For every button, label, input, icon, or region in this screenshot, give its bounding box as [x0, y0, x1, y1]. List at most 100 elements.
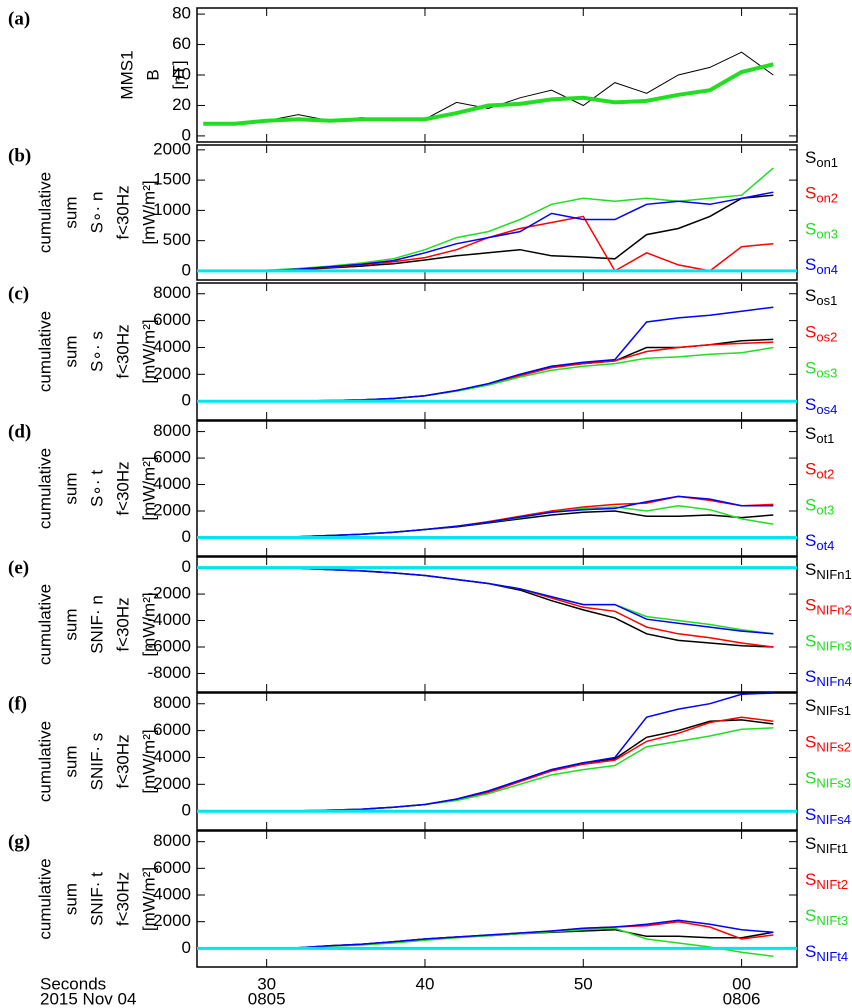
legend-sub: ot1 — [816, 431, 834, 446]
x-axis-label: Seconds — [40, 974, 106, 993]
y-axis-label: cumulative — [35, 172, 54, 253]
y-tick-label: 6000 — [153, 448, 191, 467]
legend-sub: os2 — [816, 330, 837, 345]
y-axis-label: cumulative — [35, 858, 54, 939]
y-axis-label: f<30Hz — [113, 597, 132, 651]
legend-name: S — [805, 148, 816, 167]
legend-name: S — [805, 286, 816, 305]
legend-name: S — [805, 220, 816, 239]
legend-entry: Sot3 — [805, 496, 834, 518]
legend-entry: Son4 — [805, 255, 838, 277]
y-axis-label: cumulative — [35, 584, 54, 665]
legend-entry: Sot2 — [805, 460, 834, 482]
panel-label: (d) — [8, 421, 31, 442]
y-tick-label: 4000 — [153, 474, 191, 493]
legend-entry: SNIFn2 — [805, 596, 852, 618]
panel-frame — [196, 830, 798, 968]
series-line — [203, 346, 774, 402]
panel-frame — [196, 144, 798, 281]
series-line — [203, 716, 774, 812]
legend-sub: NIFn1 — [816, 567, 851, 582]
legend-name: S — [805, 733, 816, 752]
y-axis-label: S∘· n — [87, 192, 106, 234]
y-axis-label: sum — [61, 608, 80, 640]
series-line — [203, 495, 774, 539]
legend-sub: NIFs1 — [816, 703, 851, 718]
y-tick-label: 4000 — [153, 337, 191, 356]
legend-sub: NIFt4 — [816, 949, 848, 964]
legend-sub: on3 — [816, 227, 838, 242]
y-axis-label: SNIF· s — [87, 733, 106, 791]
legend-name: S — [805, 460, 816, 479]
x-tick-label: 40 — [416, 974, 435, 993]
legend-name: S — [805, 769, 816, 788]
y-axis-label: sum — [61, 745, 80, 777]
legend-name: S — [805, 496, 816, 515]
legend-entry: Son2 — [805, 184, 838, 206]
legend-sub: NIFt3 — [816, 913, 848, 928]
legend-name: S — [805, 942, 816, 961]
series-line — [203, 566, 774, 648]
series-line — [203, 495, 774, 539]
y-axis-label: [mW/m²] — [139, 592, 158, 656]
x-tick-label: 30 — [257, 974, 276, 993]
y-tick-label: 2000 — [153, 500, 191, 519]
y-tick-label: 2000 — [153, 911, 191, 930]
y-tick-label: 1000 — [153, 200, 191, 219]
series-line — [203, 51, 774, 125]
legend-sub: NIFn2 — [816, 603, 851, 618]
legend-sub: NIFs2 — [816, 740, 851, 755]
y-axis-label: f<30Hz — [113, 461, 132, 515]
legend-sub: os3 — [816, 366, 837, 381]
y-tick-label: 0 — [182, 527, 191, 546]
y-tick-label: 0 — [182, 260, 191, 279]
legend-entry: SNIFn3 — [805, 632, 852, 654]
legend-sub: NIFt1 — [816, 841, 848, 856]
y-tick-label: 0 — [182, 801, 191, 820]
y-axis-label: [mW/m²] — [139, 319, 158, 383]
x-tick-label: 00 — [732, 974, 751, 993]
legend-name: S — [805, 906, 816, 925]
y-axis-label: [mW/m²] — [139, 729, 158, 793]
y-axis-label: [mW/m²] — [139, 180, 158, 244]
series-line — [203, 338, 774, 402]
legend-sub: NIFs3 — [816, 776, 851, 791]
x-tick-sublabel: 0806 — [723, 989, 761, 1008]
y-tick-label: 0 — [182, 391, 191, 410]
legend-sub: NIFn3 — [816, 639, 851, 654]
y-tick-label: 8000 — [153, 283, 191, 302]
y-axis-label: [mW/m²] — [139, 456, 158, 520]
y-axis-label: cumulative — [35, 448, 54, 529]
y-tick-label: 80 — [172, 4, 191, 23]
legend-name: S — [805, 531, 816, 550]
y-tick-label: -6000 — [148, 636, 191, 655]
panel-frame — [196, 692, 798, 831]
y-tick-label: 0 — [182, 938, 191, 957]
y-axis-label: S∘· s — [87, 331, 106, 372]
legend-entry: Sos1 — [805, 286, 837, 308]
legend-sub: ot4 — [816, 538, 834, 553]
legend-sub: NIFn4 — [816, 674, 851, 689]
series-line — [203, 719, 774, 812]
legend-sub: ot2 — [816, 467, 834, 482]
legend-name: S — [805, 359, 816, 378]
legend-entry: Son3 — [805, 220, 838, 242]
series-line — [203, 510, 774, 539]
panel-frame — [196, 7, 798, 143]
legend-name: S — [805, 834, 816, 853]
legend-name: S — [805, 424, 816, 443]
y-axis-label: cumulative — [35, 311, 54, 392]
y-axis-label: S∘· t — [87, 470, 106, 507]
legend-name: S — [805, 696, 816, 715]
y-axis-label: sum — [61, 335, 80, 367]
y-tick-label: 6000 — [153, 858, 191, 877]
y-axis-label: cumulative — [35, 721, 54, 802]
panel-label: (a) — [8, 8, 30, 29]
panel-frame — [196, 282, 798, 421]
series-line — [203, 194, 774, 272]
legend-name: S — [805, 870, 816, 889]
legend-entry: Sot1 — [805, 424, 834, 446]
y-tick-label: 8000 — [153, 421, 191, 440]
series-line — [203, 727, 774, 812]
